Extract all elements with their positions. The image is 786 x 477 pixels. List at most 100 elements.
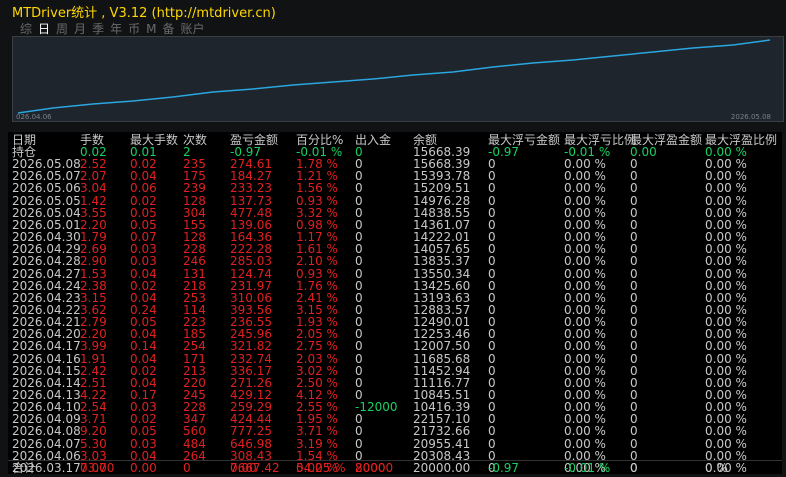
table-cell: 253 [183, 290, 206, 305]
table-cell: 0 [355, 230, 363, 245]
table-cell: 2.54 [80, 400, 107, 415]
table-cell: 持仓 [12, 145, 37, 159]
table-cell: 0 [488, 242, 496, 257]
table-cell: 0 [630, 388, 638, 402]
table-cell: 3.32 % [296, 205, 338, 220]
table-cell: 3.03 [80, 448, 107, 463]
table-cell: 2026.05.01 [12, 217, 81, 232]
table-cell: 0.00 % [705, 205, 747, 220]
table-cell: 0 [488, 157, 496, 172]
table-cell: 2026.05.05 [12, 193, 81, 208]
table-cell: 2026.03.17 [12, 460, 81, 475]
table-cell: 11452.94 [413, 363, 471, 378]
table-cell: 3.62 [80, 302, 107, 317]
balance-chart: 026.04.06 2026.05.08 [12, 36, 784, 122]
table-cell: 429.12 [230, 388, 272, 402]
table-cell: 14057.65 [413, 242, 471, 257]
table-cell: 0.00 % [705, 460, 747, 475]
tab[interactable]: 综 [20, 22, 33, 36]
table-cell: 0.00 % [705, 351, 747, 366]
table-cell: 222.28 [230, 242, 272, 257]
table-cell: 13835.37 [413, 254, 471, 269]
column-header: 最大浮亏比例 [564, 133, 637, 147]
table-cell: 2.10 % [296, 254, 338, 269]
tab[interactable]: 月 [74, 22, 87, 36]
table-cell: 2.79 [80, 315, 107, 330]
table-cell: 0 [355, 217, 363, 232]
tab[interactable]: 年 [110, 22, 123, 36]
table-cell: 310.06 [230, 290, 272, 305]
table-cell: 0 [355, 242, 363, 257]
table-cell: 0.00 [630, 145, 657, 159]
table-cell: 0 [355, 302, 363, 317]
table-cell: 0 [355, 205, 363, 220]
table-cell: 0 [630, 375, 638, 390]
table-cell: 0.02 [130, 193, 157, 208]
table-cell: 128 [183, 193, 206, 208]
table-cell: 0 [355, 339, 363, 354]
table-cell: 2.51 [80, 375, 107, 390]
table-cell: 0.00 % [564, 169, 606, 184]
table-cell: 0 [630, 327, 638, 342]
table-cell: 9.20 [80, 424, 107, 439]
table-cell: 0.00 % [564, 242, 606, 257]
table-cell: 0 [488, 400, 496, 415]
table-cell: 0.00 % [705, 230, 747, 245]
table-cell: 321.82 [230, 339, 272, 354]
table-cell: 232.74 [230, 351, 272, 366]
tab[interactable]: 周 [56, 22, 69, 36]
table-cell: 0.93 % [296, 266, 338, 281]
table-cell: 0.00 % [705, 363, 747, 378]
tab[interactable]: 币 [128, 22, 141, 36]
table-cell: 1.53 [80, 266, 107, 281]
table-cell: 218 [183, 278, 206, 293]
table-cell: 0.00 % [705, 339, 747, 354]
table-cell: 0 [355, 266, 363, 281]
column-header: 手数 [80, 133, 105, 147]
tab[interactable]: M [146, 22, 157, 36]
table-cell: 393.56 [230, 302, 272, 317]
table-cell: 20000 [355, 460, 394, 475]
table-cell: 223 [183, 315, 206, 330]
tab[interactable]: 账户 [180, 22, 205, 36]
table-cell: 0 [630, 278, 638, 293]
table-cell: 184.27 [230, 169, 272, 184]
table-cell: 0 [630, 290, 638, 305]
table-cell: 155 [183, 217, 206, 232]
table-cell: 131 [183, 266, 206, 281]
table-cell: 0.00 % [705, 436, 747, 451]
table-cell: 1.61 % [296, 242, 338, 257]
tab[interactable]: 季 [92, 22, 105, 36]
table-cell: 164.36 [230, 230, 272, 245]
table-cell: 0.04 [130, 169, 157, 184]
table-cell: 0.00 % [705, 327, 747, 342]
table-cell: 1.17 % [296, 230, 338, 245]
table-cell: 0 [630, 230, 638, 245]
table-cell: 0 [488, 460, 496, 475]
table-cell: 1.54 % [296, 448, 338, 463]
table-cell: 0 [488, 181, 496, 196]
total-cell: 0 [630, 461, 638, 475]
table-cell: 0.00 % [564, 266, 606, 281]
table-cell: 15393.78 [413, 169, 471, 184]
table-cell: 0.00 % [705, 424, 747, 439]
table-cell: 3.71 % [296, 424, 338, 439]
table-cell: 2.42 [80, 363, 107, 378]
table-cell: 0 [355, 375, 363, 390]
table-cell: 0 [630, 363, 638, 378]
table-cell: 2026.04.07 [12, 436, 81, 451]
table-cell: 0 [488, 278, 496, 293]
column-header: 最大浮盈金额 [630, 133, 703, 147]
table-cell: 0.24 [130, 302, 157, 317]
table-cell: 560 [183, 424, 206, 439]
table-cell: 0.00 % [564, 375, 606, 390]
table-cell: 4.12 % [296, 388, 338, 402]
total-cell: 合计 [12, 461, 37, 475]
table-cell: 0 [630, 205, 638, 220]
tab[interactable]: 日 [38, 22, 51, 36]
table-cell: 0.00 % [705, 302, 747, 317]
table-cell: 235 [183, 157, 206, 172]
table-cell: 0.06 [130, 181, 157, 196]
tab[interactable]: 备 [162, 22, 175, 36]
table-cell: 2026.05.04 [12, 205, 81, 220]
